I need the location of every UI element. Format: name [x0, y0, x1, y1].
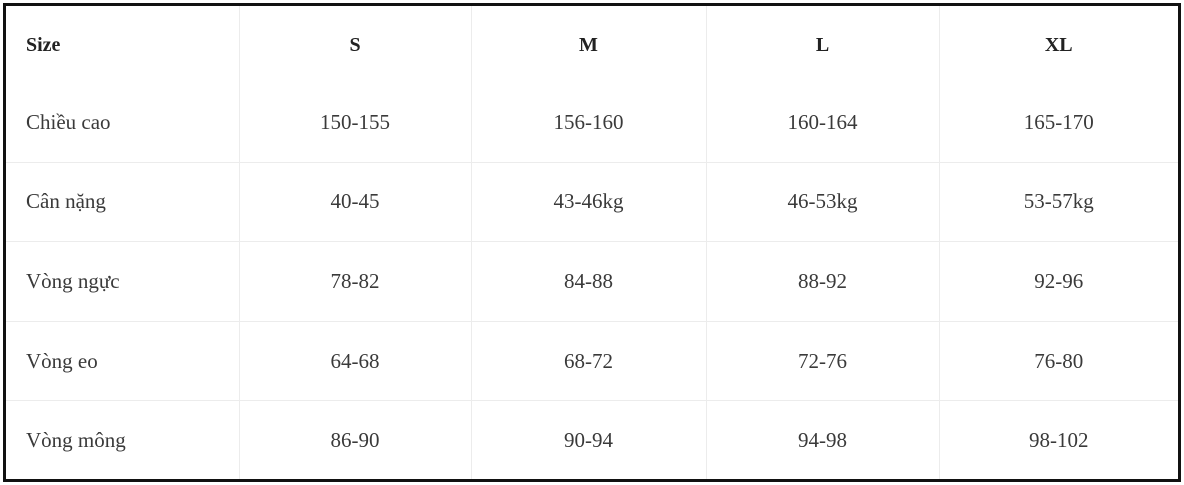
table-cell: 64-68: [238, 320, 472, 402]
table-row: Chiều cao 150-155 156-160 160-164 165-170: [6, 84, 1178, 163]
table-cell: 53-57kg: [938, 161, 1178, 243]
table-cell: 76-80: [938, 320, 1178, 402]
table-cell: 165-170: [938, 84, 1178, 163]
header-row: Size S M L XL: [6, 6, 1178, 84]
table-cell: 46-53kg: [705, 161, 940, 243]
row-label: Vòng mông: [6, 400, 240, 479]
table-row: Cân nặng 40-45 43-46kg 46-53kg 53-57kg: [6, 161, 1178, 243]
header-cell: Size: [6, 6, 240, 84]
table-cell: 86-90: [238, 400, 472, 479]
table-cell: 88-92: [705, 241, 940, 322]
table-row: Vòng eo 64-68 68-72 72-76 76-80: [6, 320, 1178, 402]
table-cell: 94-98: [705, 400, 940, 479]
table-cell: 90-94: [470, 400, 707, 479]
size-table: Size S M L XL Chiều cao 150-155 156-160 160-164…: [6, 6, 1178, 479]
header-cell: S: [238, 6, 472, 84]
row-label: Vòng eo: [6, 320, 240, 402]
table-cell: 92-96: [938, 241, 1178, 322]
table-body: Chiều cao 150-155 156-160 160-164 165-170 Cân…: [6, 84, 1178, 479]
table-cell: 72-76: [705, 320, 940, 402]
size-table-frame: Size S M L XL Chiều cao 150-155 156-160 160-164…: [3, 3, 1181, 482]
table-cell: 43-46kg: [470, 161, 707, 243]
table-cell: 84-88: [470, 241, 707, 322]
row-label: Vòng ngực: [6, 241, 240, 322]
header-cell: L: [705, 6, 940, 84]
header-cell: XL: [938, 6, 1178, 84]
table-row: Vòng mông 86-90 90-94 94-98 98-102: [6, 400, 1178, 479]
table-row: Vòng ngực 78-82 84-88 88-92 92-96: [6, 241, 1178, 322]
table-cell: 156-160: [470, 84, 707, 163]
table-cell: 160-164: [705, 84, 940, 163]
row-label: Chiều cao: [6, 84, 240, 163]
table-cell: 150-155: [238, 84, 472, 163]
table-cell: 40-45: [238, 161, 472, 243]
table-cell: 68-72: [470, 320, 707, 402]
row-label: Cân nặng: [6, 161, 240, 243]
table-cell: 98-102: [938, 400, 1178, 479]
header-cell: M: [470, 6, 707, 84]
table-cell: 78-82: [238, 241, 472, 322]
